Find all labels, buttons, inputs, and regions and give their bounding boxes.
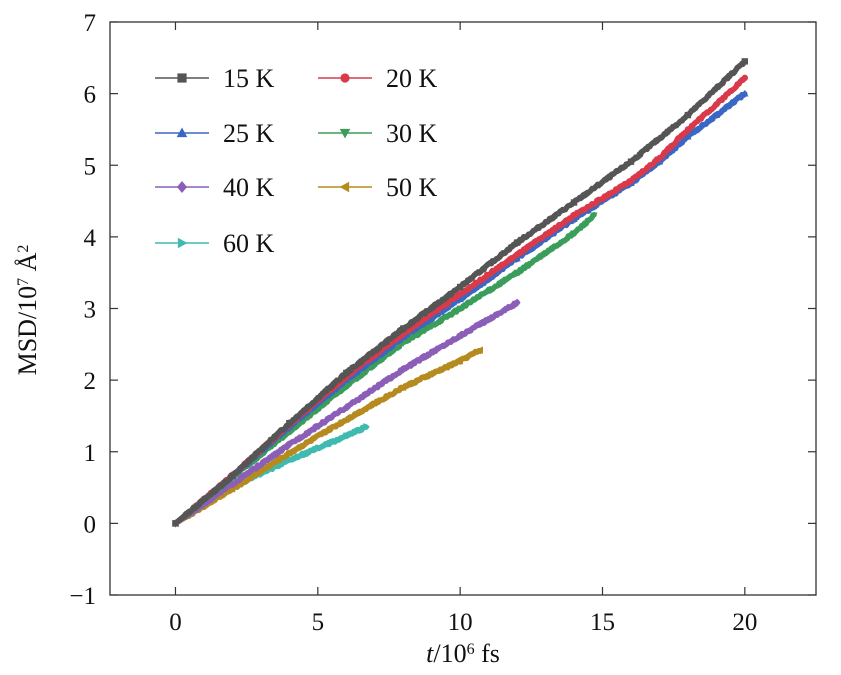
data-point	[456, 305, 464, 313]
data-point	[570, 230, 578, 238]
data-point	[684, 132, 692, 140]
y-tick-label: 1	[84, 440, 97, 467]
data-point	[314, 444, 322, 452]
y-axis-title-unit: Å	[13, 252, 42, 278]
data-point	[456, 331, 464, 340]
legend-item: 15 K	[155, 64, 275, 93]
data-point	[627, 177, 635, 185]
x-tick-label: 20	[732, 609, 757, 636]
x-tick-label: 15	[590, 609, 615, 636]
y-tick-label: 2	[84, 368, 97, 395]
data-point	[456, 290, 464, 298]
data-point	[513, 298, 521, 307]
y-tick-label: 0	[84, 511, 97, 538]
data-point	[513, 251, 521, 258]
data-point	[684, 111, 692, 119]
data-point	[456, 295, 464, 303]
legend-item: 20 K	[318, 64, 438, 93]
data-point	[513, 239, 521, 246]
legend-label: 15 K	[223, 64, 275, 93]
y-tick-label: −1	[69, 583, 96, 610]
data-point	[684, 126, 692, 133]
series-50k	[171, 346, 483, 528]
legend-marker	[339, 181, 350, 193]
legend-label: 25 K	[223, 119, 275, 148]
y-tick-label: 5	[84, 153, 97, 180]
data-point	[456, 357, 464, 365]
legend-marker	[176, 181, 188, 193]
data-point	[627, 158, 635, 165]
legend-label: 60 K	[223, 229, 275, 258]
data-point	[741, 74, 749, 82]
data-point	[456, 283, 464, 291]
legend-marker	[340, 73, 350, 83]
legend: 15 K 20 K 25 K 30 K 40 K 50 K 60 K	[155, 64, 438, 258]
y-axis-title-sup: 7	[15, 278, 32, 286]
data-point	[285, 449, 293, 457]
legend-marker	[339, 128, 351, 139]
x-axis-title-unit: fs	[475, 639, 500, 668]
legend-marker	[177, 237, 188, 249]
x-axis-title: t/106 fs	[426, 639, 500, 668]
legend-item: 50 K	[318, 173, 438, 202]
series-line	[172, 347, 483, 527]
data-point	[476, 346, 483, 354]
legend-label: 20 K	[386, 64, 438, 93]
data-point	[343, 432, 351, 440]
data-point	[400, 325, 407, 332]
data-point	[172, 520, 179, 527]
x-axis-title-sup: 6	[467, 641, 475, 658]
data-point	[342, 403, 350, 412]
y-axis-title-sup2: 2	[15, 245, 32, 253]
data-point	[399, 383, 407, 391]
x-axis-title-base: /10	[433, 639, 466, 668]
data-point	[741, 89, 749, 97]
legend-item: 40 K	[155, 173, 275, 202]
data-point	[285, 440, 293, 449]
data-point	[286, 419, 293, 427]
legend-item: 25 K	[155, 119, 275, 148]
legend-marker	[177, 73, 187, 83]
y-tick-label: 6	[84, 82, 97, 109]
data-point	[570, 199, 578, 206]
data-point	[343, 369, 350, 377]
data-point	[656, 154, 663, 162]
y-tick-label: 7	[84, 10, 97, 37]
data-point	[229, 472, 236, 480]
x-tick-label: 5	[312, 609, 325, 636]
plot-layer	[171, 58, 749, 528]
y-tick-label: 3	[84, 297, 97, 324]
x-tick-label: 10	[448, 609, 473, 636]
data-point	[713, 101, 720, 108]
data-point	[712, 111, 721, 118]
data-point	[570, 212, 578, 219]
data-point	[513, 269, 521, 277]
legend-item: 60 K	[155, 229, 275, 258]
data-point	[399, 365, 407, 374]
data-point	[286, 456, 294, 465]
data-point	[342, 415, 350, 424]
legend-label: 50 K	[386, 173, 438, 202]
legend-label: 30 K	[386, 119, 438, 148]
y-tick-label: 4	[84, 225, 97, 252]
tick-layer: 0 5 10 15 20 −1 0 1 2 3 4 5 6 7	[69, 10, 816, 636]
data-point	[363, 423, 371, 431]
y-axis-title-base: MSD/10	[13, 286, 42, 376]
data-point	[590, 212, 598, 220]
legend-label: 40 K	[223, 173, 275, 202]
y-axis-title: MSD/107 Å2	[13, 245, 42, 376]
series-15k	[172, 58, 749, 527]
series-line	[172, 299, 520, 527]
legend-marker	[176, 127, 188, 138]
legend-item: 30 K	[318, 119, 438, 148]
x-axis-title-italic: t	[426, 639, 434, 668]
x-tick-label: 0	[169, 609, 182, 636]
data-point	[228, 479, 236, 489]
data-point	[741, 58, 749, 65]
